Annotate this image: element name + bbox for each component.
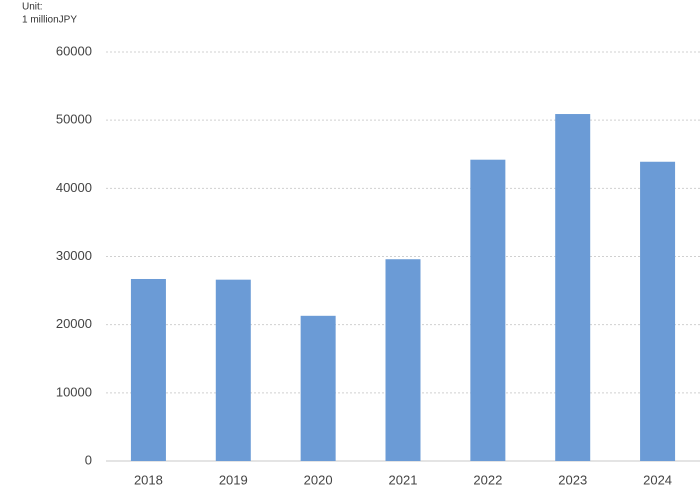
y-tick-label: 40000 [56, 180, 92, 195]
x-tick-label: 2019 [219, 472, 248, 487]
y-tick-label: 30000 [56, 248, 92, 263]
unit-label: Unit: [22, 2, 43, 13]
y-tick-label: 50000 [56, 112, 92, 127]
bar [130, 278, 166, 461]
x-tick-label: 2021 [389, 472, 418, 487]
x-tick-label: 2020 [304, 472, 333, 487]
y-tick-label: 60000 [56, 43, 92, 58]
x-tick-label: 2023 [558, 472, 587, 487]
x-tick-label: 2024 [643, 472, 672, 487]
y-tick-label: 10000 [56, 384, 92, 399]
x-tick-label: 2022 [473, 472, 502, 487]
y-tick-label: 0 [85, 452, 92, 467]
bar [555, 114, 591, 461]
bar [385, 259, 421, 461]
y-tick-label: 20000 [56, 316, 92, 331]
x-tick-label: 2018 [134, 472, 163, 487]
bar [470, 159, 506, 461]
unit-label: 1 millionJPY [22, 15, 77, 26]
bar [300, 315, 336, 461]
bar [640, 161, 676, 461]
bar [215, 279, 251, 461]
